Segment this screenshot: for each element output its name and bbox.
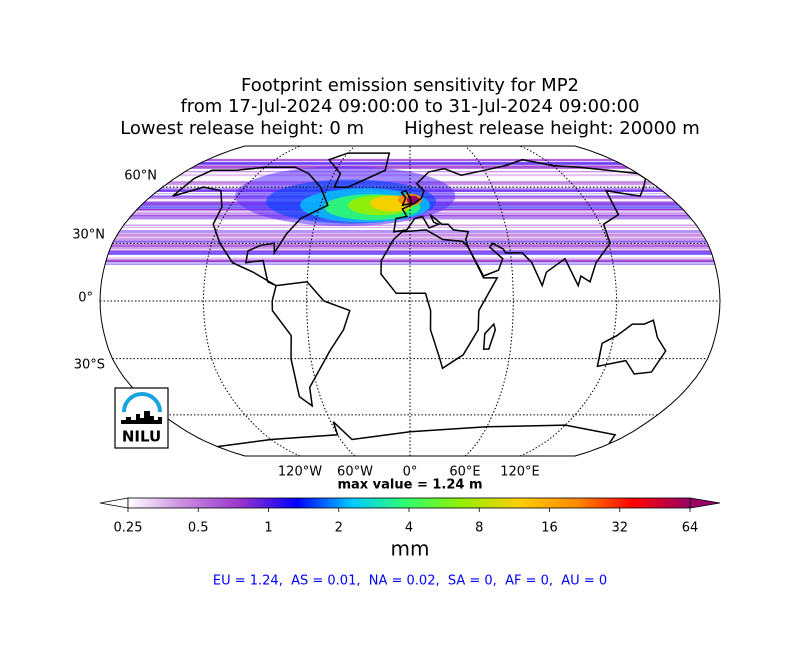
plume-stripe	[100, 158, 720, 162]
lat-label: 0°	[78, 291, 93, 306]
plume-stripe	[100, 162, 720, 165]
summary: EU = 1.24, AS = 0.01, NA = 0.02, SA = 0,…	[213, 574, 607, 589]
plume-stripe	[100, 260, 720, 262]
map	[99, 145, 721, 457]
title-line: Footprint emission sensitivity for MP2	[241, 75, 579, 96]
coastline	[392, 158, 647, 288]
max-value: max value = 1.24 m	[337, 478, 482, 493]
colorbar-tick-label: 1	[264, 521, 272, 536]
logo-skyline	[121, 411, 162, 424]
lon-label: 60°E	[449, 465, 480, 480]
meridian	[464, 146, 514, 456]
colorbar-label: mm	[391, 537, 430, 561]
colorbar-extend-low	[99, 497, 129, 509]
colorbar-tick-label: 0.5	[188, 521, 209, 536]
plume-stripe	[100, 234, 720, 238]
lon-label: 0°	[403, 465, 418, 480]
coastline	[327, 152, 391, 188]
lon-label: 120°E	[500, 465, 540, 480]
lat-label: 60°N	[124, 169, 157, 184]
map-layer	[100, 146, 720, 456]
map-border	[99, 145, 721, 457]
plume-stripe	[100, 252, 720, 255]
logo: NILU	[114, 387, 169, 449]
title-line: from 17-Jul-2024 09:00:00 to 31-Jul-2024…	[180, 96, 639, 117]
coastline	[482, 322, 497, 350]
coastline	[400, 189, 413, 207]
coastline	[217, 421, 617, 448]
colorbar-extend-high	[689, 497, 721, 509]
coastline	[596, 319, 667, 375]
coastline	[172, 166, 329, 287]
meridian	[306, 146, 356, 456]
lon-label: 60°W	[337, 465, 373, 480]
map-crop	[100, 146, 720, 456]
lat-label: 30°S	[74, 358, 105, 373]
colorbar: 0.25 0.5 1 2 4 8 16 32 64	[99, 497, 721, 536]
meridian	[202, 146, 301, 456]
logo-arc	[122, 392, 162, 413]
coastline	[271, 281, 351, 408]
lat-label: 30°N	[72, 228, 105, 243]
plume-stripe	[100, 263, 720, 265]
colorbar-tick-label: 64	[682, 521, 699, 536]
lon-label: 120°W	[278, 465, 322, 480]
plume-stripe	[100, 238, 720, 241]
meridian	[519, 146, 618, 456]
colorbar-tick-label: 32	[611, 521, 628, 536]
colorbar-tick-label: 8	[475, 521, 483, 536]
plume-stripe	[100, 165, 720, 169]
colorbar-tick-label: 4	[405, 521, 413, 536]
plume-stripe	[100, 246, 720, 250]
colorbar-tick-label: 0.25	[114, 521, 143, 536]
logo-text: NILU	[122, 428, 161, 446]
colorbar-body	[127, 497, 691, 509]
colorbar-tick-label: 16	[541, 521, 558, 536]
coastline	[380, 229, 499, 370]
colorbar-tick-label: 2	[335, 521, 343, 536]
title-line: Lowest release height: 0 m Highest relea…	[120, 118, 700, 139]
